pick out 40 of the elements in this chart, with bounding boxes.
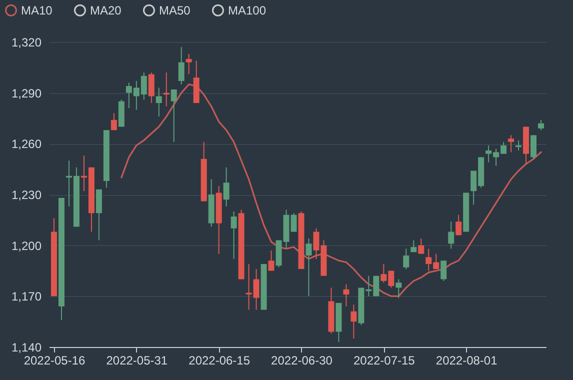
legend-label: MA10 (21, 3, 53, 18)
candlestick (530, 134, 537, 160)
x-tick-label: 2022-06-30 (271, 354, 333, 368)
candlestick (186, 53, 192, 75)
candlestick (456, 214, 462, 236)
candlestick (110, 112, 117, 131)
candlestick (350, 304, 357, 340)
candlestick (396, 278, 402, 298)
candlestick (223, 166, 230, 207)
y-tick-label: 1,230 (11, 188, 42, 202)
candlestick (148, 72, 154, 104)
y-tick-label: 1,170 (11, 290, 42, 304)
y-tick-label: 1,320 (11, 36, 42, 50)
y-tick-label: 1,140 (11, 340, 42, 354)
candlestick (440, 260, 447, 282)
x-tick-label: 2022-05-16 (24, 354, 86, 368)
candlestick (170, 88, 177, 142)
x-tick-label: 2022-08-01 (436, 354, 498, 368)
candlestick (96, 188, 102, 241)
y-tick-label: 1,290 (11, 86, 42, 100)
line-series (120, 84, 542, 297)
candlestick (343, 284, 350, 307)
candlestick (448, 221, 454, 250)
legend-label: MA20 (90, 3, 122, 18)
candlestick (403, 248, 410, 270)
candlestick (156, 87, 162, 118)
legend-label: MA50 (159, 3, 191, 18)
x-tick-label: 2022-07-15 (353, 354, 416, 368)
candlestick (268, 250, 274, 272)
y-tick-label: 1,260 (11, 137, 42, 152)
x-tick-label: 2022-06-15 (188, 354, 250, 368)
candlestick (306, 238, 312, 297)
legend-label: MA100 (228, 3, 266, 18)
y-tick-label: 1,200 (11, 238, 42, 253)
x-tick-label: 2022-05-31 (106, 354, 168, 368)
candlestick (418, 238, 424, 254)
candlestick (538, 119, 544, 131)
candlestick (508, 134, 514, 153)
candlestick (230, 210, 237, 260)
candlestick (178, 46, 184, 85)
